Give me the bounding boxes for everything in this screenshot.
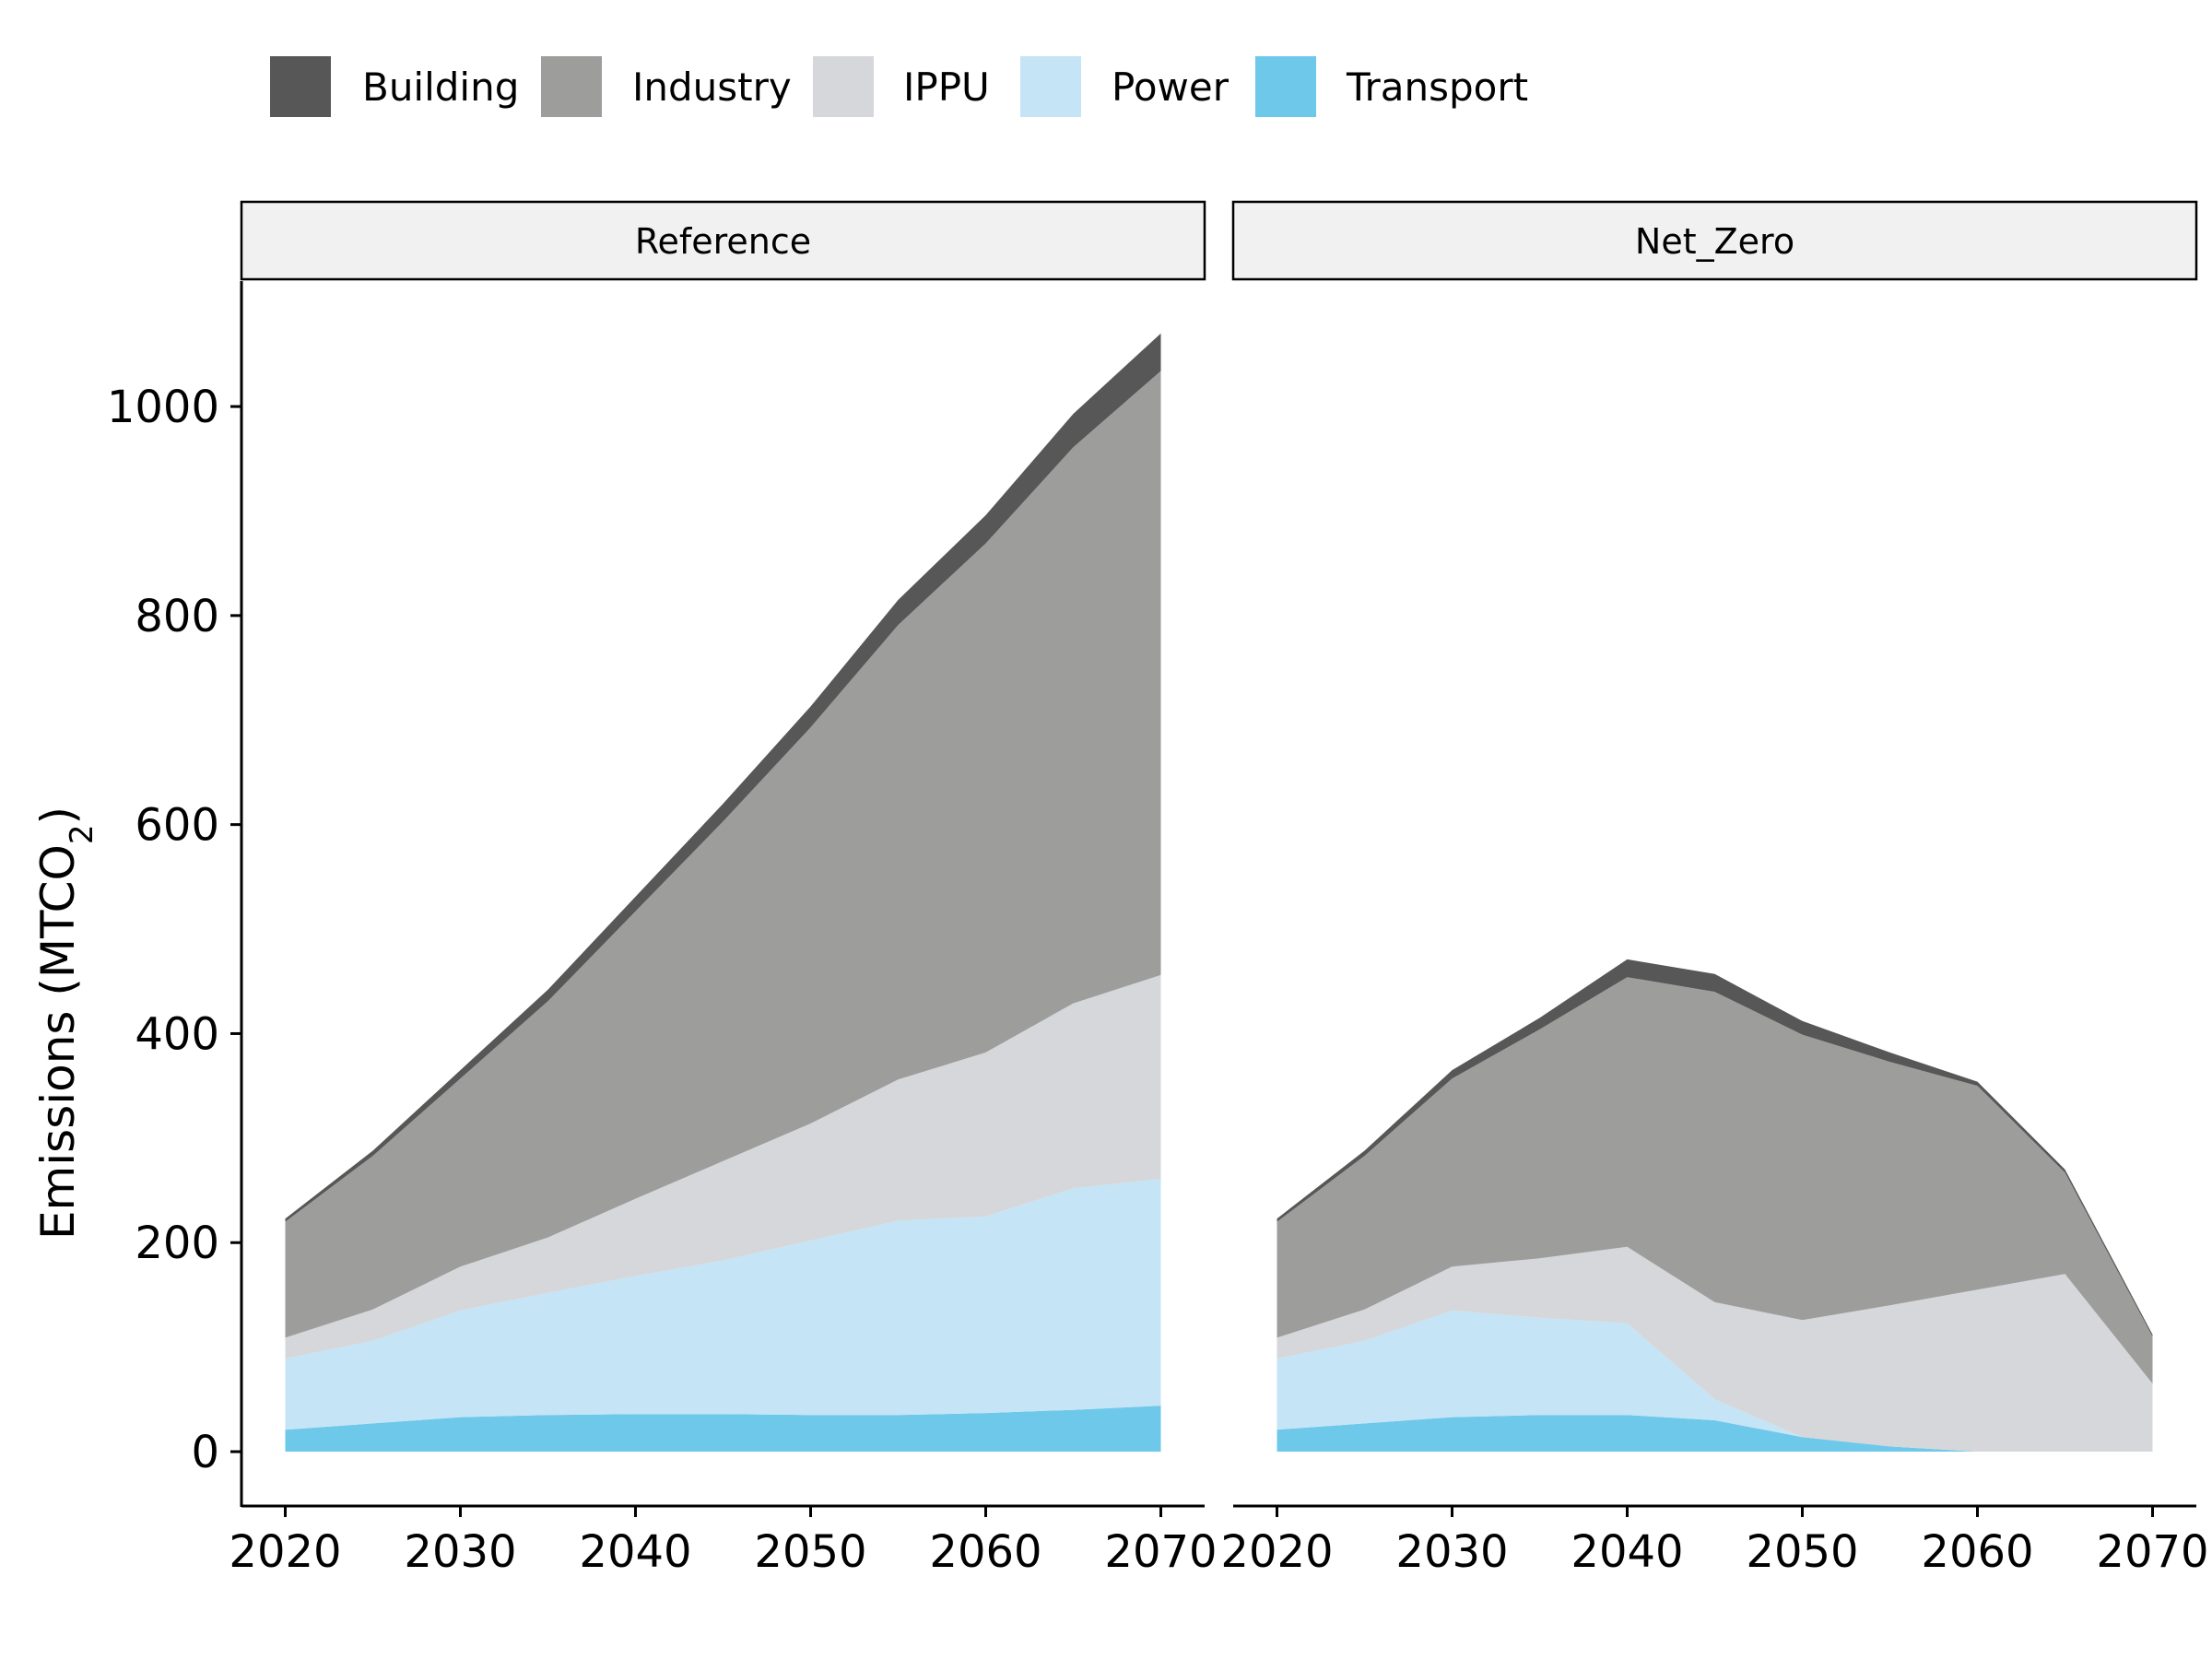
legend-label-building: Building xyxy=(362,65,519,110)
legend-swatch-ippu xyxy=(813,56,874,117)
y-tick-label-0: 0 xyxy=(191,1427,219,1478)
y-axis-title-main: Emissions (MTCO xyxy=(31,844,85,1240)
area-net-zero-ippu xyxy=(1277,1246,2153,1452)
legend-label-industry: Industry xyxy=(632,65,792,110)
legend-label-power: Power xyxy=(1112,65,1230,110)
x-tick-label-net-zero-2040: 2040 xyxy=(1571,1526,1683,1578)
x-tick-label-net-zero-2050: 2050 xyxy=(1746,1526,1858,1578)
legend-swatch-power xyxy=(1020,56,1081,117)
x-tick-label-reference-2050: 2050 xyxy=(754,1526,866,1578)
area-net-zero-power xyxy=(1277,1310,2153,1452)
area-net-zero-transport xyxy=(1277,1415,2153,1452)
legend: Building Industry IPPU Power Transport xyxy=(270,56,1528,117)
strip-label-net-zero: Net_Zero xyxy=(1635,221,1794,262)
y-tick-label-1000: 1000 xyxy=(107,382,219,433)
area-reference-transport xyxy=(285,1406,1161,1452)
x-tick-label-reference-2040: 2040 xyxy=(579,1526,691,1578)
panel-net-zero: Net_Zero 2020 2030 2040 2050 2060 2070 xyxy=(1220,200,2209,1578)
y-axis-title-close: ) xyxy=(31,806,85,825)
y-tick-label-200: 200 xyxy=(135,1218,219,1269)
x-tick-label-net-zero-2070: 2070 xyxy=(2096,1526,2208,1578)
y-axis-title-subscript: 2 xyxy=(64,824,100,844)
y-tick-label-400: 400 xyxy=(135,1008,219,1060)
legend-swatch-transport xyxy=(1255,56,1316,117)
legend-label-ippu: IPPU xyxy=(903,65,990,110)
area-net-zero-building xyxy=(1277,959,2153,1337)
panel-reference: Reference 2020 2030 2040 2050 2060 2070 0 200 400… xyxy=(107,200,1218,1578)
panels: Reference 2020 2030 2040 2050 2060 2070 0 200 400… xyxy=(107,200,2209,1578)
x-tick-label-net-zero-2030: 2030 xyxy=(1395,1526,1508,1578)
strip-net-zero xyxy=(1231,200,2198,281)
area-reference-industry xyxy=(285,371,1161,1338)
x-tick-label-reference-2060: 2060 xyxy=(929,1526,1041,1578)
area-reference-ippu xyxy=(285,974,1161,1359)
x-tick-label-reference-2020: 2020 xyxy=(229,1526,341,1578)
x-tick-label-reference-2030: 2030 xyxy=(404,1526,516,1578)
strip-reference xyxy=(240,200,1206,281)
area-net-zero-industry xyxy=(1277,977,2153,1384)
y-axis-title: Emissions (MTCO2) xyxy=(31,806,100,1240)
area-reference-power xyxy=(285,1179,1161,1430)
x-tick-label-reference-2070: 2070 xyxy=(1104,1526,1217,1578)
y-tick-label-600: 600 xyxy=(135,800,219,852)
legend-swatch-industry xyxy=(541,56,602,117)
legend-swatch-building xyxy=(270,56,331,117)
x-tick-label-net-zero-2060: 2060 xyxy=(1921,1526,2033,1578)
legend-label-transport: Transport xyxy=(1346,65,1528,110)
strip-label-reference: Reference xyxy=(635,221,811,262)
x-tick-label-net-zero-2020: 2020 xyxy=(1220,1526,1333,1578)
y-tick-label-800: 800 xyxy=(135,591,219,642)
area-reference-building xyxy=(285,333,1161,1222)
